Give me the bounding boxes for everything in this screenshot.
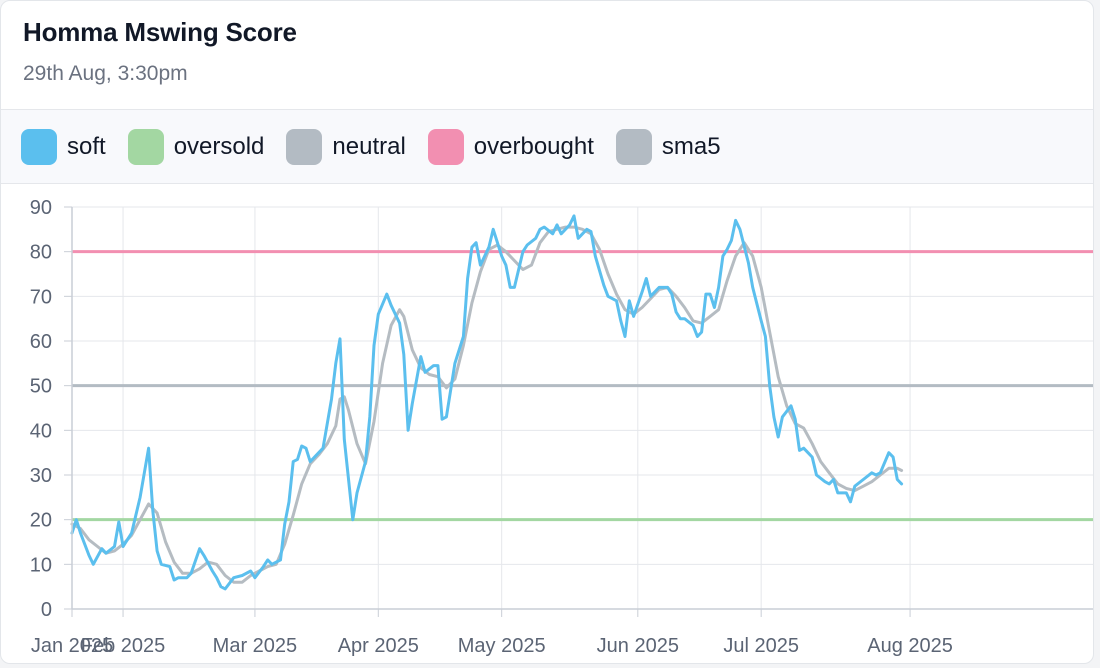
x-tick-label-2: Mar 2025 [213,635,298,657]
chart-legend: soft oversold neutral overbought sma5 [1,110,1093,184]
legend-label-oversold: oversold [173,132,265,160]
legend-item-soft[interactable]: soft [21,128,106,165]
legend-swatch-sma5 [615,128,652,165]
chart-series [70,214,904,591]
legend-swatch-overbought [427,128,464,165]
x-tick-label-7: Aug 2025 [867,635,953,657]
legend-swatch-neutral [286,128,323,165]
y-tick-label-40: 40 [30,420,52,442]
y-tick-label-80: 80 [30,242,52,264]
legend-label-soft: soft [67,132,106,160]
legend-item-oversold[interactable]: oversold [127,128,265,165]
chart-title: Homma Mswing Score [23,17,297,47]
y-tick-label-60: 60 [30,331,52,353]
chart-grid [71,206,1093,610]
y-tick-label-50: 50 [30,376,52,398]
x-tick-label-5: Jun 2025 [597,635,679,657]
legend-label-overbought: overbought [473,132,594,160]
y-tick-label-20: 20 [30,510,52,532]
series-line-sma5 [70,225,904,584]
y-tick-label-10: 10 [30,554,52,576]
legend-item-sma5[interactable]: sma5 [615,128,721,165]
reference-lines [72,250,1093,522]
legend-swatch-soft [21,128,57,165]
chart-subtitle: 29th Aug, 3:30pm [23,62,188,85]
card-header: Homma Mswing Score 29th Aug, 3:30pm [1,1,1093,110]
x-tick-label-4: May 2025 [458,635,546,657]
legend-item-overbought[interactable]: overbought [427,128,594,165]
y-tick-label-0: 0 [41,599,52,621]
x-tick-label-6: Jul 2025 [723,635,799,657]
x-tick-label-3: Apr 2025 [338,635,419,657]
y-tick-label-90: 90 [30,197,52,219]
legend-swatch-oversold [127,128,164,165]
legend-label-sma5: sma5 [661,132,721,160]
legend-item-neutral[interactable]: neutral [286,128,406,165]
y-tick-label-30: 30 [30,465,52,487]
x-tick-label-1: Feb 2025 [81,635,166,657]
legend-label-neutral: neutral [332,132,406,160]
series-line-soft [70,214,904,591]
x-tick-label-0: Jan 2025 [31,635,113,657]
y-tick-label-70: 70 [30,286,52,308]
